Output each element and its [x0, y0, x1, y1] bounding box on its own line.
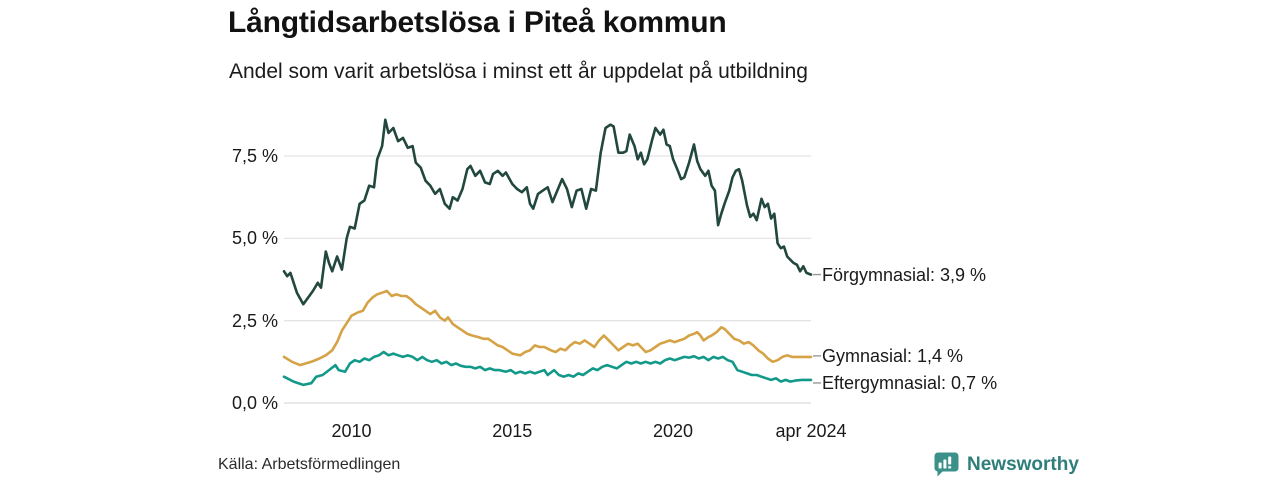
- x-axis-tick-label: 2015: [492, 421, 533, 441]
- y-axis-tick-label: 7,5 %: [231, 146, 278, 167]
- series-line-förgymnasial: [282, 118, 813, 306]
- x-axis-tick-label: 2020: [653, 421, 694, 441]
- chart-subtitle: Andel som varit arbetslösa i minst ett å…: [229, 60, 808, 83]
- y-axis-tick-label: 0,0 %: [231, 393, 278, 413]
- y-axis-tick-label: 2,5 %: [231, 310, 278, 331]
- series-line-eftergymnasial: [282, 350, 813, 387]
- series-line-gymnasial: [282, 289, 813, 367]
- source-note: Källa: Arbetsförmedlingen: [218, 456, 401, 473]
- x-axis-tick-label: 2010: [331, 421, 372, 441]
- newsworthy-logo-text: Newsworthy: [967, 453, 1079, 475]
- series-end-label-eftergymnasial: Eftergymnasial: 0,7 %: [822, 372, 998, 393]
- newsworthy-logo-icon: [934, 452, 959, 477]
- chart-title: Långtidsarbetslösa i Piteå kommun: [228, 6, 727, 39]
- newsworthy-logo: Newsworthy: [933, 451, 1079, 478]
- x-axis-tick-label: apr 2024: [775, 421, 847, 441]
- y-axis-tick-label: 5,0 %: [231, 228, 278, 249]
- series-end-label-gymnasial: Gymnasial: 1,4 %: [822, 345, 964, 366]
- series-end-label-forgymnasial: Förgymnasial: 3,9 %: [822, 264, 987, 285]
